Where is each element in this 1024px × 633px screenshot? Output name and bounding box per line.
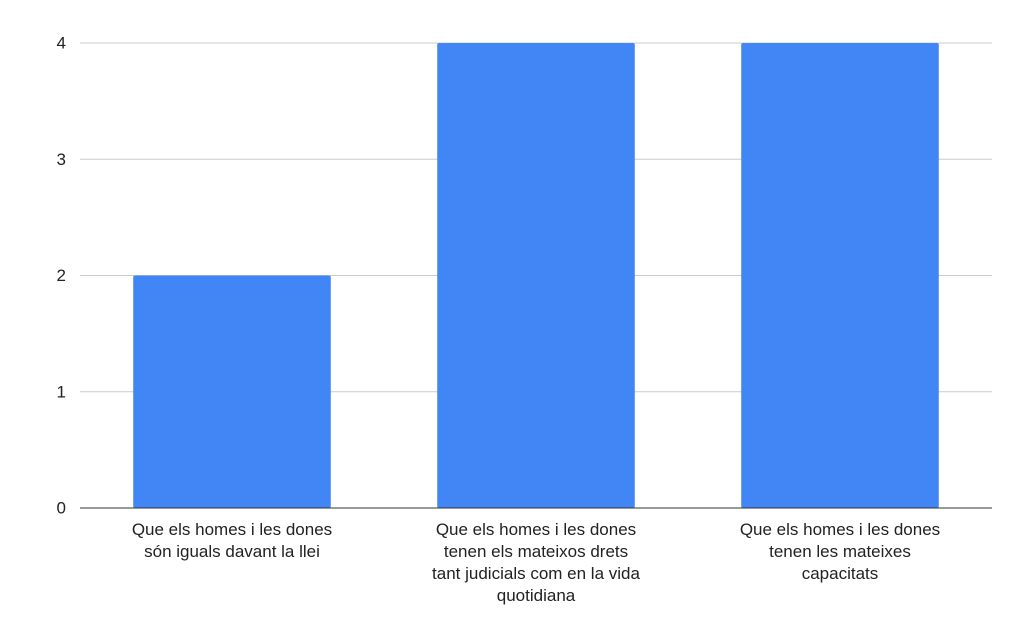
x-category-label-line: Que els homes i les dones	[740, 520, 940, 539]
x-category-label-line: Que els homes i les dones	[436, 520, 636, 539]
x-category-label-line: quotidiana	[497, 586, 576, 605]
x-category-label-line: Que els homes i les dones	[132, 520, 332, 539]
y-tick-label: 4	[57, 34, 66, 53]
bar	[741, 43, 939, 508]
x-category-label: Que els homes i les dones tenen els matei…	[432, 520, 640, 605]
y-tick-label: 3	[57, 150, 66, 169]
bar	[133, 275, 331, 508]
bar	[437, 43, 635, 508]
x-category-label: Que els homes i les dones són iguals dava…	[132, 520, 332, 561]
x-category-label-line: tenen els mateixos drets	[444, 542, 628, 561]
x-category-label-line: tant judicials com en la vida	[432, 564, 640, 583]
x-axis-category-labels: Que els homes i les dones són iguals dava…	[132, 520, 940, 605]
y-tick-label: 2	[57, 266, 66, 285]
bars	[133, 43, 939, 508]
y-tick-label: 1	[57, 382, 66, 401]
x-category-label: Que els homes i les dones tenen les matei…	[740, 520, 940, 583]
x-category-label-line: són iguals davant la llei	[144, 542, 320, 561]
y-tick-label: 0	[57, 499, 66, 518]
x-category-label-line: capacitats	[802, 564, 879, 583]
x-category-label-line: tenen les mateixes	[769, 542, 911, 561]
y-axis-tick-labels: 0 1 2 3 4	[57, 34, 66, 518]
